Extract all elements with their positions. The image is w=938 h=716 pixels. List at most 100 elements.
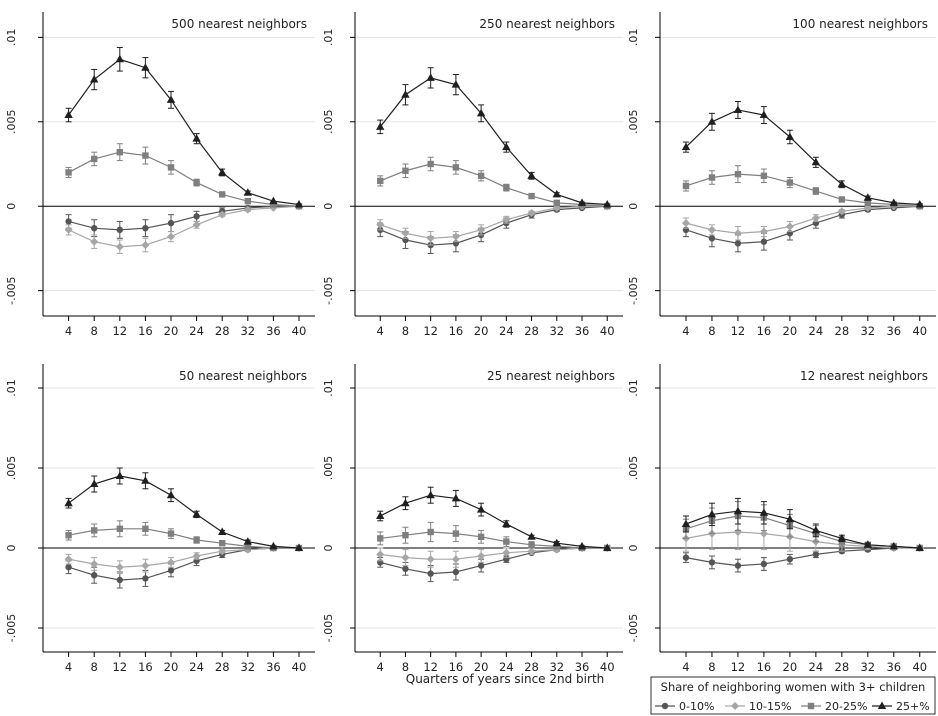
plot-area — [43, 364, 315, 652]
x-tick-label: 8 — [91, 660, 98, 674]
data-point — [681, 519, 691, 527]
x-tick-label: 40 — [912, 660, 927, 674]
plot-area — [660, 364, 936, 652]
data-point — [427, 528, 434, 536]
series-line — [68, 475, 300, 549]
data-point — [115, 563, 124, 572]
data-point — [91, 527, 98, 534]
series-line — [380, 205, 608, 239]
legend-marker — [661, 702, 669, 710]
y-tick-label: 0 — [627, 545, 640, 552]
data-point — [502, 215, 511, 224]
series-0-10% — [65, 203, 303, 239]
data-point — [142, 224, 149, 232]
data-point — [889, 541, 898, 550]
panel-title: 250 nearest neighbors — [479, 17, 615, 31]
data-point — [115, 242, 124, 251]
legend-label: 25+% — [896, 700, 930, 713]
x-tick-label: 12 — [731, 660, 746, 674]
data-point — [577, 198, 587, 206]
x-tick-label: 20 — [783, 324, 798, 338]
data-point — [142, 575, 149, 582]
data-point — [218, 167, 227, 176]
y-tick-label: -.005 — [322, 614, 335, 642]
data-point — [167, 558, 175, 567]
legend-label: 0-10% — [679, 700, 714, 713]
x-tick-label: 40 — [292, 660, 307, 674]
x-tick-label: 32 — [240, 660, 255, 674]
series-line — [68, 205, 300, 248]
y-tick-label: -.005 — [627, 614, 640, 642]
x-tick-label: 32 — [549, 660, 564, 674]
data-point — [786, 556, 794, 563]
series-25+% — [64, 467, 304, 551]
x-tick-label: 16 — [449, 660, 464, 674]
panel-1: -.005 0 .005 .01 4 8 12 16 20 24 28 32 36 40 500 neare… — [5, 12, 315, 338]
series-line — [68, 528, 299, 549]
series-line — [685, 547, 920, 567]
x-tick-label: 16 — [757, 324, 772, 338]
data-point — [91, 572, 98, 579]
data-point — [376, 220, 385, 229]
data-point — [451, 232, 460, 241]
y-tick-label: .01 — [322, 29, 335, 47]
x-tick-label: 20 — [474, 660, 489, 674]
data-point — [708, 559, 716, 566]
data-point — [915, 200, 924, 208]
series-line — [685, 531, 920, 549]
x-tick-label: 32 — [860, 324, 875, 338]
data-point — [402, 167, 409, 174]
data-point — [193, 213, 200, 220]
series-line — [68, 205, 299, 231]
data-point — [811, 214, 820, 223]
x-tick-label: 12 — [423, 660, 438, 674]
data-point — [401, 90, 410, 98]
data-point — [269, 196, 278, 205]
data-point — [115, 471, 124, 479]
x-tick-label: 20 — [783, 660, 798, 674]
data-point — [116, 148, 123, 156]
y-tick-label: .005 — [322, 110, 335, 134]
legend-item-20-25%: 20-25% — [801, 700, 867, 713]
data-point — [812, 187, 820, 195]
data-point — [141, 241, 150, 250]
panel-title: 100 nearest neighbors — [792, 17, 928, 31]
data-point — [141, 63, 150, 71]
y-tick-label: -.005 — [5, 276, 18, 304]
data-point — [218, 210, 227, 219]
data-point — [401, 498, 410, 507]
data-point — [219, 191, 226, 198]
panel-title: 25 nearest neighbors — [487, 369, 615, 383]
x-tick-label: 32 — [549, 324, 564, 338]
legend-label: 20-25% — [825, 700, 867, 713]
x-tick-label: 8 — [708, 660, 715, 674]
x-tick-label: 24 — [499, 660, 514, 674]
data-point — [863, 193, 873, 201]
data-point — [192, 134, 201, 142]
x-tick-label: 28 — [524, 324, 539, 338]
data-point — [64, 110, 73, 119]
data-point — [294, 543, 304, 551]
data-point — [682, 182, 690, 190]
x-tick-label: 12 — [423, 324, 438, 338]
data-point — [503, 184, 510, 191]
y-tick-label: -.005 — [5, 614, 18, 642]
data-point — [708, 235, 716, 242]
y-tick-label: 0 — [627, 203, 640, 210]
data-point — [116, 576, 124, 584]
y-tick-label: .01 — [5, 379, 18, 397]
x-tick-label: 20 — [474, 324, 489, 338]
x-tick-label: 12 — [112, 324, 127, 338]
x-tick-label: 28 — [215, 324, 230, 338]
data-point — [759, 110, 769, 119]
data-point — [167, 567, 175, 574]
data-point — [167, 232, 175, 241]
data-point — [733, 105, 743, 113]
panel-5: -.005 0 .005 .01 4 8 12 16 20 24 28 32 36 40 25 neares… — [322, 364, 623, 674]
data-point — [682, 554, 690, 561]
series-line — [68, 58, 300, 206]
data-point — [502, 548, 511, 557]
data-point — [64, 225, 73, 234]
x-tick-label: 28 — [835, 660, 850, 674]
data-point — [759, 227, 768, 236]
